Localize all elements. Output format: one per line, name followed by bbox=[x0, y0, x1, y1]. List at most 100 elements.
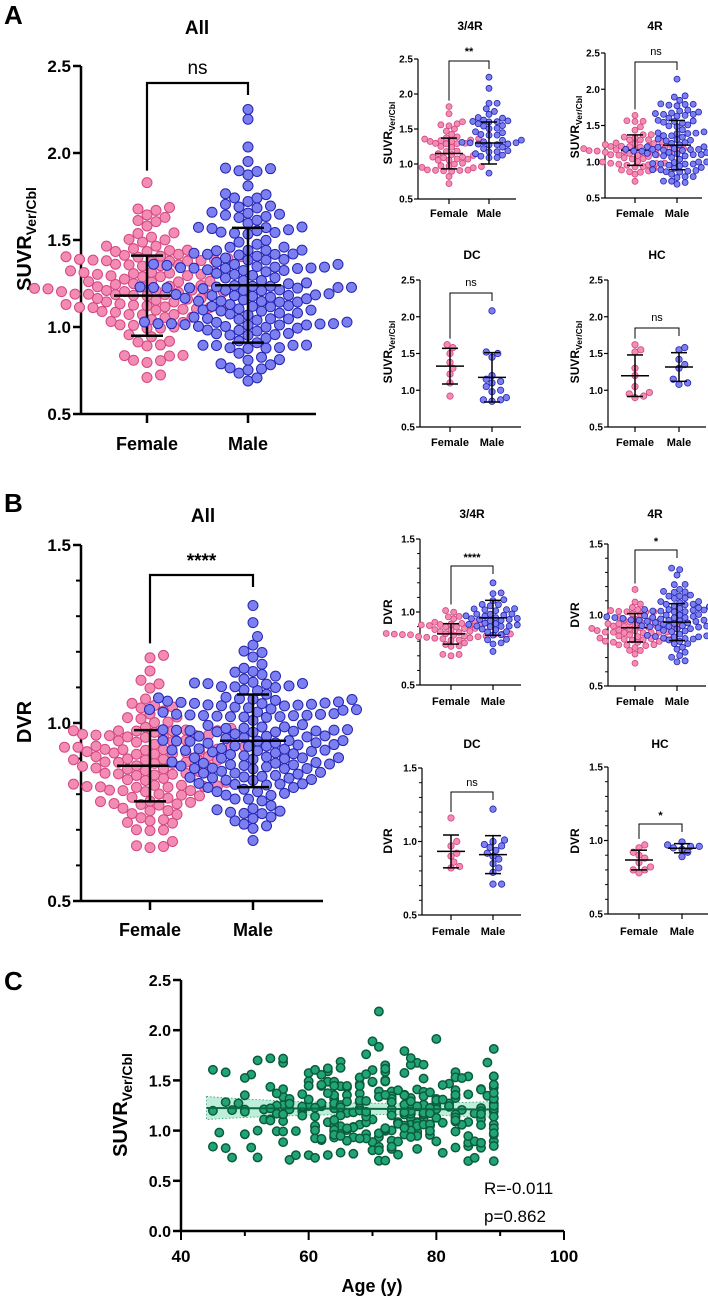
male-point bbox=[238, 771, 250, 783]
female-point bbox=[110, 245, 121, 257]
male-point bbox=[668, 154, 675, 161]
y-tick-label: 1.0 bbox=[401, 386, 415, 397]
male-point bbox=[673, 571, 681, 579]
male-point bbox=[695, 623, 702, 631]
male-point bbox=[679, 133, 686, 141]
scatter-point bbox=[437, 1080, 448, 1091]
female-point bbox=[623, 117, 631, 125]
male-point bbox=[206, 290, 218, 302]
male-point bbox=[220, 774, 232, 786]
y-tick-label: 1.5 bbox=[47, 536, 71, 555]
male-point bbox=[211, 316, 222, 328]
chart-title: HC bbox=[651, 737, 669, 751]
male-point bbox=[171, 735, 182, 747]
x-tick-label: Male bbox=[233, 920, 273, 940]
female-point bbox=[439, 635, 447, 643]
female-point bbox=[631, 126, 639, 134]
x-tick-label: Male bbox=[480, 437, 504, 449]
female-point bbox=[453, 837, 461, 846]
male-point bbox=[166, 744, 178, 756]
male-point bbox=[697, 164, 705, 171]
female-point bbox=[171, 798, 183, 810]
male-point bbox=[162, 695, 173, 707]
y-tick-label: 2.0 bbox=[399, 90, 413, 101]
male-point bbox=[220, 789, 232, 801]
female-point bbox=[42, 283, 54, 295]
y-axis-label-sub: Ver/Cbl bbox=[387, 102, 397, 131]
male-point bbox=[229, 192, 240, 204]
male-point bbox=[458, 138, 466, 146]
male-point bbox=[342, 724, 353, 736]
male-point bbox=[224, 241, 236, 253]
p-value: p=0.862 bbox=[484, 1207, 546, 1226]
male-point bbox=[684, 106, 692, 114]
y-axis-label-main: DVR bbox=[14, 700, 36, 743]
scatter-point bbox=[450, 1089, 461, 1100]
male-point bbox=[673, 75, 681, 83]
y-axis-label: SUVRVer/Cbl bbox=[110, 1053, 135, 1157]
male-point bbox=[220, 198, 231, 210]
male-point bbox=[197, 339, 209, 351]
female-point bbox=[610, 638, 617, 646]
scatter-point bbox=[322, 1088, 333, 1099]
scatter-point bbox=[431, 1034, 442, 1044]
male-point bbox=[224, 362, 236, 374]
female-point bbox=[74, 301, 85, 313]
female-point bbox=[59, 741, 70, 753]
male-point bbox=[256, 658, 268, 670]
male-point bbox=[505, 616, 513, 623]
female-point bbox=[623, 641, 631, 649]
male-point bbox=[315, 708, 326, 720]
female-point bbox=[425, 622, 433, 629]
male-point bbox=[278, 253, 290, 265]
y-axis-label-main: SUVR bbox=[568, 125, 582, 159]
male-point bbox=[242, 207, 254, 219]
male-point bbox=[211, 281, 222, 293]
female-point bbox=[593, 147, 601, 155]
female-point bbox=[87, 302, 99, 314]
male-point bbox=[260, 254, 272, 266]
male-point bbox=[660, 111, 667, 118]
scatter-point bbox=[252, 1125, 263, 1136]
male-point bbox=[198, 710, 209, 722]
male-point bbox=[315, 766, 326, 778]
male-point bbox=[202, 324, 213, 336]
scatter-point bbox=[207, 1064, 218, 1075]
male-point bbox=[301, 731, 313, 743]
y-tick-label: 2.5 bbox=[47, 57, 71, 76]
male-point bbox=[676, 585, 684, 593]
scatter-points bbox=[207, 1006, 499, 1167]
male-point bbox=[265, 301, 276, 313]
male-point bbox=[657, 598, 665, 606]
female-point bbox=[637, 647, 644, 654]
male-point bbox=[301, 319, 312, 331]
female-point bbox=[131, 769, 142, 781]
male-point bbox=[279, 721, 290, 733]
male-point bbox=[243, 793, 254, 805]
chart-title: DC bbox=[463, 737, 481, 751]
male-point bbox=[319, 697, 331, 709]
female-point bbox=[128, 354, 139, 366]
female-point bbox=[445, 173, 453, 180]
significance-label: ns bbox=[650, 46, 662, 58]
female-point bbox=[645, 388, 654, 397]
male-point bbox=[692, 167, 700, 174]
male-point bbox=[478, 601, 486, 608]
male-point bbox=[676, 592, 684, 600]
female-point bbox=[81, 781, 93, 793]
male-point bbox=[687, 591, 694, 599]
male-point bbox=[346, 281, 357, 293]
scatter-point bbox=[316, 1133, 327, 1144]
chart-title: 3/4R bbox=[459, 507, 485, 521]
male-point bbox=[225, 806, 236, 818]
y-tick-label: 1.0 bbox=[586, 157, 600, 168]
female-point bbox=[615, 641, 623, 649]
male-point bbox=[504, 147, 512, 155]
male-point bbox=[513, 621, 521, 629]
male-point bbox=[274, 354, 285, 366]
scatter-point bbox=[316, 1079, 327, 1090]
female-point bbox=[437, 137, 445, 144]
female-point bbox=[90, 762, 102, 774]
male-point bbox=[265, 163, 276, 175]
male-point bbox=[477, 131, 485, 138]
